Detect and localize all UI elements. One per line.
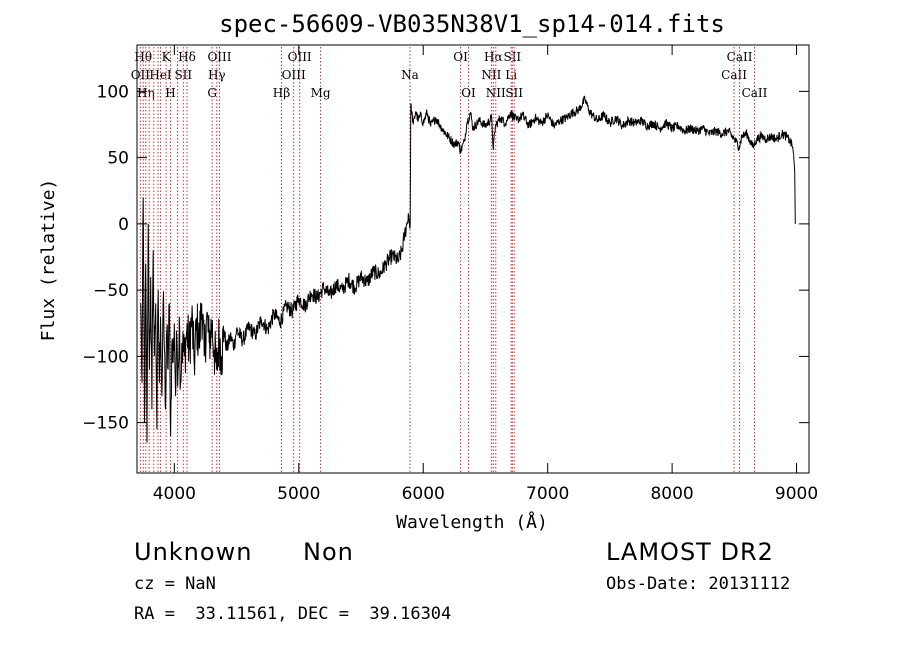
line-markers: Hθ OII Hη HeI K H SII Hδ G Hγ OIII Hβ OIII OIII Mg Na OI… [131, 47, 768, 473]
observation-date: Obs-Date: 20131112 [606, 574, 791, 594]
x-tick-label: 9000 [775, 484, 818, 504]
y-tick-label: 100 [97, 82, 129, 102]
y-tick-label: 0 [118, 215, 129, 235]
line-marker-label: OIII [207, 50, 231, 64]
line-marker-label: OI [461, 86, 476, 100]
line-marker-label: Hγ [208, 68, 226, 82]
line-marker-label: Hδ [178, 50, 196, 64]
object-class: Unknown [134, 538, 253, 566]
x-tick-label: 8000 [650, 484, 693, 504]
x-tick-label: 7000 [526, 484, 569, 504]
y-tick-label: −150 [82, 414, 129, 434]
x-tick-label: 5000 [277, 484, 320, 504]
line-marker-label: Hη [137, 86, 155, 100]
spectrum-line [140, 95, 796, 443]
y-axis-label: Flux (relative) [38, 179, 59, 342]
line-marker-label: SII [503, 50, 521, 64]
line-marker-label: OIII [282, 68, 306, 82]
line-marker-label: CaII [727, 50, 753, 64]
line-marker-label: G [207, 86, 217, 100]
spectrum-chart: spec-56609-VB035N38V1_sp14-014.fits Hθ OI… [38, 10, 818, 533]
axis-ticks: 4000 5000 6000 7000 8000 9000 −150 −100 −50 0 50 10… [82, 45, 818, 504]
coordinates: RA = 33.11561, DEC = 39.16304 [134, 604, 452, 624]
line-marker-label: Hβ [273, 86, 290, 100]
line-marker-label: SII [505, 86, 523, 100]
line-marker-label: OIII [288, 50, 312, 64]
line-marker-label: CaII [742, 86, 768, 100]
x-axis-label: Wavelength (Å) [396, 511, 548, 533]
line-marker-label: Mg [311, 86, 331, 100]
line-marker-label: HeI [149, 68, 172, 82]
x-tick-label: 6000 [402, 484, 445, 504]
line-marker-label: NII [481, 68, 501, 82]
line-marker-label: K [162, 50, 172, 64]
y-tick-label: −100 [82, 347, 129, 367]
y-tick-label: −50 [93, 281, 129, 301]
redshift-cz: cz = NaN [134, 574, 216, 594]
line-marker-label: OII [131, 68, 151, 82]
line-marker-label: Na [401, 68, 419, 82]
line-marker-label: SII [174, 68, 192, 82]
line-marker-label: H [165, 86, 175, 100]
object-subclass: Non [303, 538, 354, 566]
chart-title: spec-56609-VB035N38V1_sp14-014.fits [219, 10, 725, 38]
line-marker-label: Li [505, 68, 517, 82]
y-tick-label: 50 [107, 149, 129, 169]
line-marker-label: Hα [484, 50, 503, 64]
plot-frame [136, 44, 810, 474]
survey-name: LAMOST DR2 [606, 538, 774, 566]
x-tick-label: 4000 [153, 484, 196, 504]
line-marker-label: NII [486, 86, 506, 100]
line-marker-label: Hθ [134, 50, 152, 64]
line-marker-label: OI [453, 50, 468, 64]
line-marker-label: CaII [721, 68, 747, 82]
